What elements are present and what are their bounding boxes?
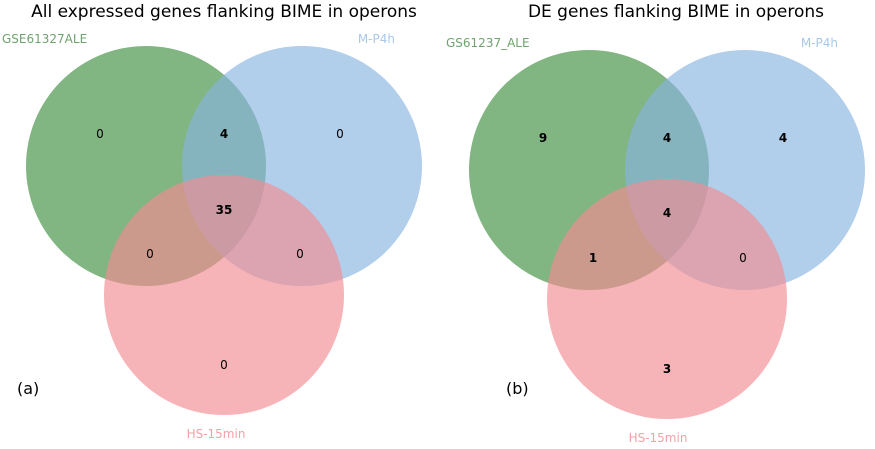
panel-b-count-a-only: 9 xyxy=(539,131,547,145)
venn-panel-b: DE genes flanking BIME in operons GS6123… xyxy=(446,2,865,445)
panel-b-set-a-label: GS61237_ALE xyxy=(446,36,530,50)
panel-a-count-bc: 0 xyxy=(296,247,304,261)
panel-a-count-a-only: 0 xyxy=(96,127,104,141)
panel-b-set-c-label: HS-15min xyxy=(629,431,688,445)
panel-a-count-ac: 0 xyxy=(146,247,154,261)
panel-a-count-c-only: 0 xyxy=(220,358,228,372)
panel-b-count-c-only: 3 xyxy=(663,362,671,376)
panel-b-count-bc: 0 xyxy=(739,251,747,265)
panel-a-label: (a) xyxy=(17,379,39,398)
panel-b-label: (b) xyxy=(506,379,529,398)
panel-a-title: All expressed genes flanking BIME in ope… xyxy=(31,2,417,22)
panel-b-set-c-circle xyxy=(547,179,787,419)
panel-a-count-ab: 4 xyxy=(220,127,228,141)
panel-b-set-b-label: M-P4h xyxy=(801,36,838,50)
panel-a-count-b-only: 0 xyxy=(336,127,344,141)
panel-b-title: DE genes flanking BIME in operons xyxy=(528,2,824,22)
panel-b-count-ab: 4 xyxy=(663,131,671,145)
panel-b-count-ac: 1 xyxy=(589,251,597,265)
panel-a-set-b-label: M-P4h xyxy=(358,32,395,46)
venn-panel-a: All expressed genes flanking BIME in ope… xyxy=(2,2,422,441)
panel-a-set-c-label: HS-15min xyxy=(187,427,246,441)
panel-a-set-c-circle xyxy=(104,175,344,415)
panel-b-count-b-only: 4 xyxy=(779,131,787,145)
panel-a-set-a-label: GSE61327ALE xyxy=(2,32,87,46)
panel-a-count-abc: 35 xyxy=(216,203,233,217)
panel-b-count-abc: 4 xyxy=(663,206,671,220)
